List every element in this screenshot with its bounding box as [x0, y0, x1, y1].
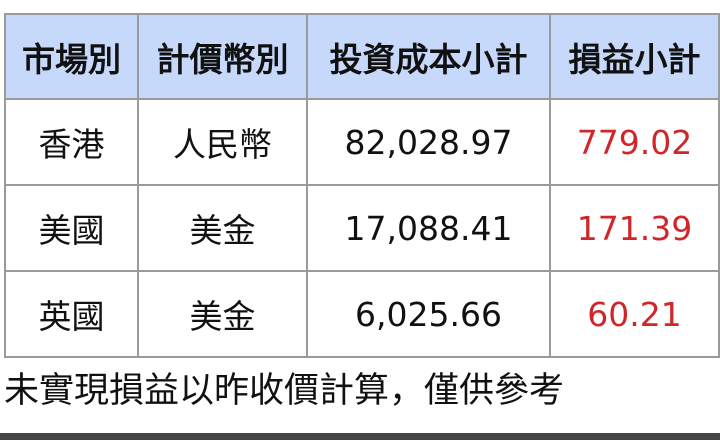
market-cell: 美國 — [4, 184, 139, 272]
market-cell: 英國 — [4, 270, 139, 358]
bottom-bar — [0, 433, 720, 440]
table-row: 美國 美金 17,088.41 171.39 — [4, 184, 720, 272]
disclaimer-note: 未實現損益以昨收價計算，僅供參考 — [4, 371, 565, 411]
table-header-row: 市場別 計價幣別 投資成本小計 損益小計 — [4, 13, 720, 100]
table-row: 英國 美金 6,025.66 60.21 — [4, 270, 720, 358]
currency-cell: 人民幣 — [137, 98, 308, 186]
header-currency: 計價幣別 — [137, 13, 308, 100]
cost-cell: 82,028.97 — [306, 98, 551, 186]
header-pl: 損益小計 — [549, 13, 720, 100]
pl-cell: 171.39 — [549, 184, 720, 272]
portfolio-summary-table: 市場別 計價幣別 投資成本小計 損益小計 香港 人民幣 82,028.97 77… — [4, 13, 720, 358]
header-market: 市場別 — [4, 13, 139, 100]
cost-cell: 6,025.66 — [306, 270, 551, 358]
currency-cell: 美金 — [137, 270, 308, 358]
market-cell: 香港 — [4, 98, 139, 186]
table-row: 香港 人民幣 82,028.97 779.02 — [4, 98, 720, 186]
cost-cell: 17,088.41 — [306, 184, 551, 272]
pl-cell: 779.02 — [549, 98, 720, 186]
header-cost: 投資成本小計 — [306, 13, 551, 100]
pl-cell: 60.21 — [549, 270, 720, 358]
currency-cell: 美金 — [137, 184, 308, 272]
